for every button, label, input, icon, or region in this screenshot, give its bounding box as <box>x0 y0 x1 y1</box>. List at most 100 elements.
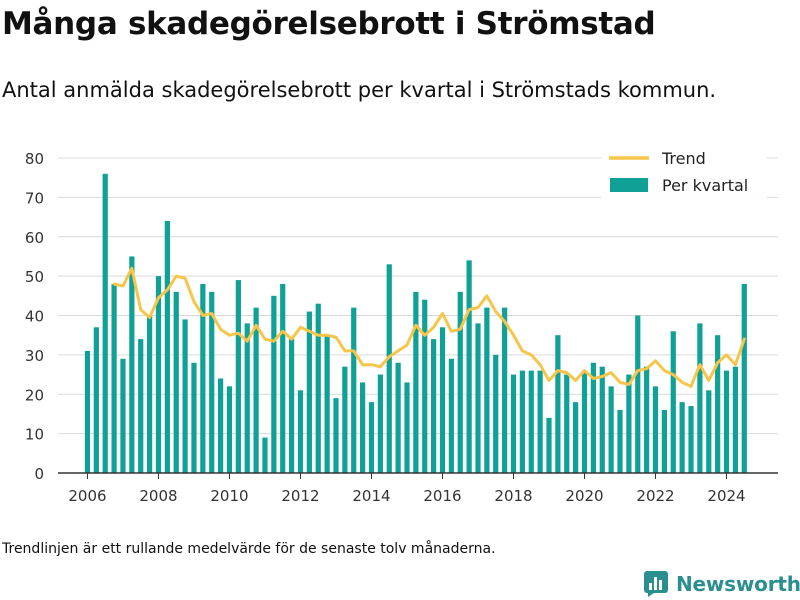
chart-subtitle: Antal anmälda skadegörelsebrott per kvar… <box>2 78 717 102</box>
brand-name: Newsworthy <box>676 572 800 596</box>
quarter-bar <box>617 410 623 473</box>
quarterly-bars <box>84 173 747 473</box>
quarter-bar <box>164 221 170 473</box>
quarter-bar <box>120 358 126 473</box>
quarter-bar <box>200 284 206 473</box>
quarter-bar <box>644 366 650 473</box>
quarter-bar <box>741 284 747 473</box>
quarter-bar <box>466 260 472 473</box>
quarter-bar <box>431 339 437 473</box>
chart-legend: Trend Per kvartal <box>601 144 767 202</box>
quarter-bar <box>564 374 570 473</box>
quarter-bar <box>626 374 632 473</box>
quarter-bar <box>395 362 401 473</box>
quarter-bar <box>688 406 694 473</box>
quarter-bar <box>244 323 250 473</box>
legend-bar-swatch <box>610 178 648 192</box>
trend-line <box>112 266 746 388</box>
quarter-bar <box>670 331 676 473</box>
quarter-bar <box>280 284 286 473</box>
quarter-bar <box>289 339 295 473</box>
quarter-bar <box>599 366 605 473</box>
quarter-bar <box>262 437 268 473</box>
quarter-bar <box>129 256 135 473</box>
quarter-bar <box>581 370 588 473</box>
x-tick-label: 2008 <box>139 487 177 505</box>
bar-chart-logo-icon <box>644 571 668 597</box>
x-tick-label: 2014 <box>352 487 390 505</box>
quarter-bar <box>155 276 162 473</box>
quarter-bar <box>218 378 224 473</box>
quarter-bar <box>333 398 339 473</box>
quarter-bar <box>537 370 543 473</box>
quarter-bar <box>519 370 525 473</box>
quarter-bar <box>493 354 499 473</box>
quarter-bar <box>377 374 383 473</box>
quarter-bar <box>448 358 454 473</box>
quarter-bar <box>351 307 357 473</box>
quarter-bar <box>324 335 330 473</box>
quarter-bar <box>555 335 561 473</box>
y-tick-label: 20 <box>25 386 44 404</box>
quarter-bar <box>360 382 366 473</box>
legend-label-per-kvartal: Per kvartal <box>662 176 748 195</box>
x-tick-label: 2012 <box>281 487 319 505</box>
quarter-bar <box>608 386 614 473</box>
y-tick-label: 40 <box>25 308 44 326</box>
quarter-bar <box>502 307 508 473</box>
x-tick-label: 2020 <box>565 487 603 505</box>
quarter-bar <box>573 402 579 473</box>
quarter-bar <box>173 291 179 473</box>
quarter-bar <box>146 315 153 473</box>
quarter-bar <box>715 335 721 473</box>
legend-label-trend: Trend <box>661 149 706 168</box>
quarter-bar <box>723 370 730 473</box>
y-tick-label: 80 <box>25 150 44 168</box>
y-tick-label: 0 <box>34 465 44 483</box>
quarter-bar <box>697 323 703 473</box>
y-tick-label: 10 <box>25 426 44 444</box>
brand-logo: Newsworthy <box>644 568 800 600</box>
quarter-bar <box>510 374 517 473</box>
x-tick-label: 2018 <box>494 487 532 505</box>
quarter-bar <box>111 284 117 473</box>
quarter-bar <box>182 319 188 473</box>
x-tick-label: 2010 <box>210 487 248 505</box>
quarter-bar <box>93 327 99 473</box>
trend-series <box>112 266 746 388</box>
quarter-bar <box>635 315 641 473</box>
quarter-bar <box>590 362 596 473</box>
chart-title: Många skadegörelsebrott i Strömstad <box>2 6 656 42</box>
quarter-bar <box>306 311 312 473</box>
quarter-bar <box>413 291 419 473</box>
quarter-bar <box>546 417 552 473</box>
quarter-bar <box>253 307 259 473</box>
x-tick-label: 2006 <box>68 487 106 505</box>
quarter-bar <box>652 386 659 473</box>
y-tick-label: 70 <box>25 189 44 207</box>
quarter-bar <box>138 339 144 473</box>
x-tick-label: 2022 <box>636 487 674 505</box>
quarter-bar <box>679 402 685 473</box>
quarter-bar <box>422 299 428 473</box>
quarter-bar <box>271 295 277 473</box>
y-tick-label: 50 <box>25 268 44 286</box>
quarter-bar <box>528 370 534 473</box>
quarter-bar <box>235 280 241 473</box>
quarter-bar <box>209 291 215 473</box>
quarter-bar <box>368 402 375 473</box>
quarter-bar <box>342 366 348 473</box>
y-axis-tick-labels: 0 10 20 30 40 50 60 70 80 <box>25 150 44 483</box>
quarter-bar <box>226 386 233 473</box>
quarter-bar <box>732 366 738 473</box>
quarter-bar <box>457 291 463 473</box>
quarter-bar <box>84 350 91 473</box>
x-tick-label: 2016 <box>423 487 461 505</box>
quarter-bar <box>475 323 481 473</box>
quarter-bar <box>484 307 490 473</box>
legend-background <box>601 144 767 202</box>
quarter-bar <box>706 390 712 473</box>
x-axis: 2006 2008 2010 2012 2014 2016 2018 2020 2022 2024 <box>58 472 778 505</box>
quarter-bar <box>439 327 446 473</box>
